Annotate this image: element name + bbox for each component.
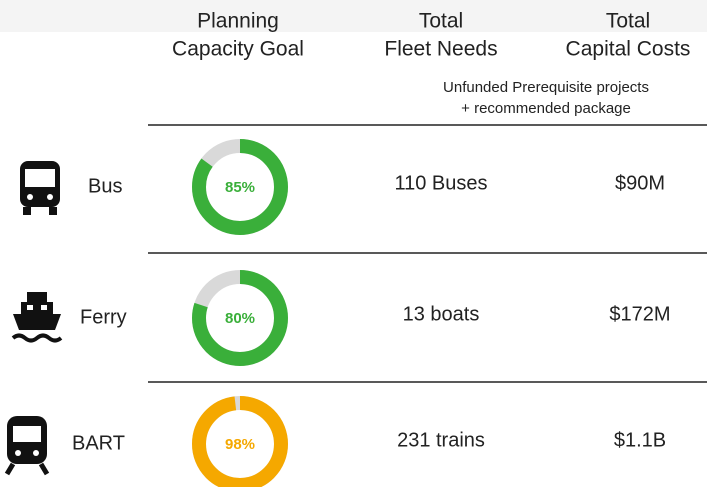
fleet-needs: 13 boats: [403, 303, 480, 325]
column-header: Total: [419, 10, 463, 33]
header-band: [0, 0, 707, 32]
column-header: Capacity Goal: [172, 38, 304, 61]
bart-icon: [4, 416, 50, 476]
donut-label: 98%: [225, 436, 255, 453]
donut-label: 85%: [225, 179, 255, 196]
column-note: Unfunded Prerequisite projects: [443, 79, 649, 96]
fleet-needs: 231 trains: [397, 429, 485, 451]
donut-arc: [192, 270, 288, 366]
ferry-icon: [11, 292, 63, 343]
fleet-needs: 110 Buses: [394, 172, 487, 194]
capital-cost: $1.1B: [614, 429, 666, 451]
donut-arc: [192, 396, 288, 487]
capital-cost: $90M: [615, 172, 665, 194]
mode-label: BART: [72, 432, 125, 454]
donut-arc: [192, 139, 288, 235]
column-header: Total: [606, 10, 650, 33]
mode-label: Ferry: [80, 306, 127, 328]
donut-label: 80%: [225, 310, 255, 327]
bus-icon: [20, 161, 60, 215]
column-header: Fleet Needs: [384, 38, 497, 61]
mode-label: Bus: [88, 175, 122, 197]
column-note: + recommended package: [461, 100, 631, 117]
column-header: Capital Costs: [566, 38, 691, 61]
column-header: Planning: [197, 10, 279, 33]
capital-cost: $172M: [609, 303, 670, 325]
